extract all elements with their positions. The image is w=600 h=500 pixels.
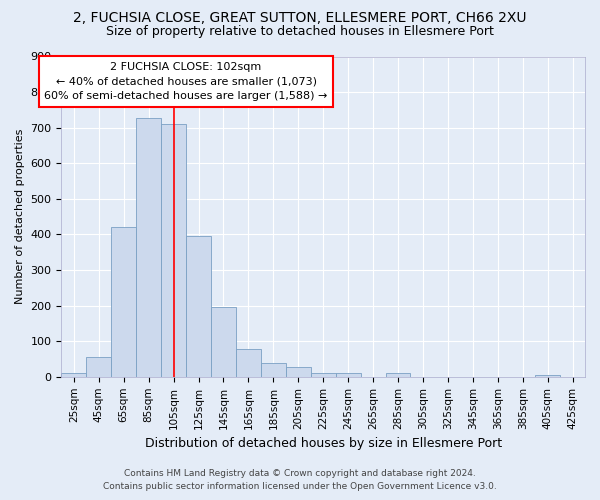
Bar (111, 228, 136, 377)
Bar (535, 375, 560, 377)
Bar (386, 374, 410, 377)
Text: 2, FUCHSIA CLOSE, GREAT SUTTON, ELLESMERE PORT, CH66 2XU: 2, FUCHSIA CLOSE, GREAT SUTTON, ELLESMER… (73, 11, 527, 25)
Text: Contains HM Land Registry data © Crown copyright and database right 2024.
Contai: Contains HM Land Registry data © Crown c… (103, 470, 497, 491)
Bar (61, 374, 86, 377)
Bar (261, 362, 286, 377)
Bar (335, 374, 361, 377)
Bar (136, 118, 161, 377)
Bar (236, 350, 261, 377)
Bar (186, 236, 211, 377)
Bar (86, 356, 111, 377)
X-axis label: Distribution of detached houses by size in Ellesmere Port: Distribution of detached houses by size … (145, 437, 502, 450)
Text: Size of property relative to detached houses in Ellesmere Port: Size of property relative to detached ho… (106, 25, 494, 38)
Bar (211, 308, 236, 377)
Bar (311, 374, 335, 377)
Bar (161, 124, 186, 377)
Y-axis label: Number of detached properties: Number of detached properties (15, 129, 25, 304)
Text: 2 FUCHSIA CLOSE: 102sqm
← 40% of detached houses are smaller (1,073)
60% of semi: 2 FUCHSIA CLOSE: 102sqm ← 40% of detache… (44, 62, 328, 102)
Bar (286, 367, 311, 377)
